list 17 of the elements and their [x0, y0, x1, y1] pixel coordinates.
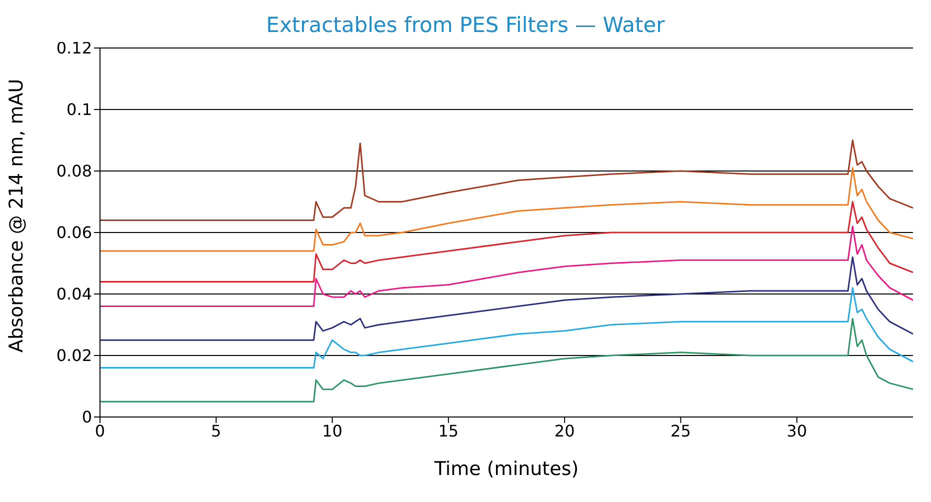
x-tick-label: 10 [322, 421, 342, 440]
x-tick-label: 30 [786, 421, 808, 440]
x-tick-label: 0 [94, 421, 106, 440]
x-tick-label: 5 [211, 421, 222, 440]
y-tick-label: 0.04 [56, 284, 92, 304]
y-tick-label: 0 [82, 408, 92, 427]
y-tick-label: 0.12 [56, 38, 92, 58]
y-tick-label: 0.08 [56, 162, 92, 181]
y-tick-label: 0.1 [66, 100, 92, 120]
y-axis-title: Absorbance @ 214 nm, mAU [6, 78, 28, 352]
y-tick-label: 0.02 [56, 346, 92, 366]
x-tick-label: 25 [670, 421, 691, 440]
x-axis-title: Time (minutes) [433, 458, 579, 480]
y-tick-label: 0.06 [56, 223, 92, 242]
x-tick-label: 20 [554, 421, 575, 440]
x-tick-label: 15 [438, 421, 459, 440]
chart-title: Extractables from PES Filters — Water [266, 13, 665, 37]
